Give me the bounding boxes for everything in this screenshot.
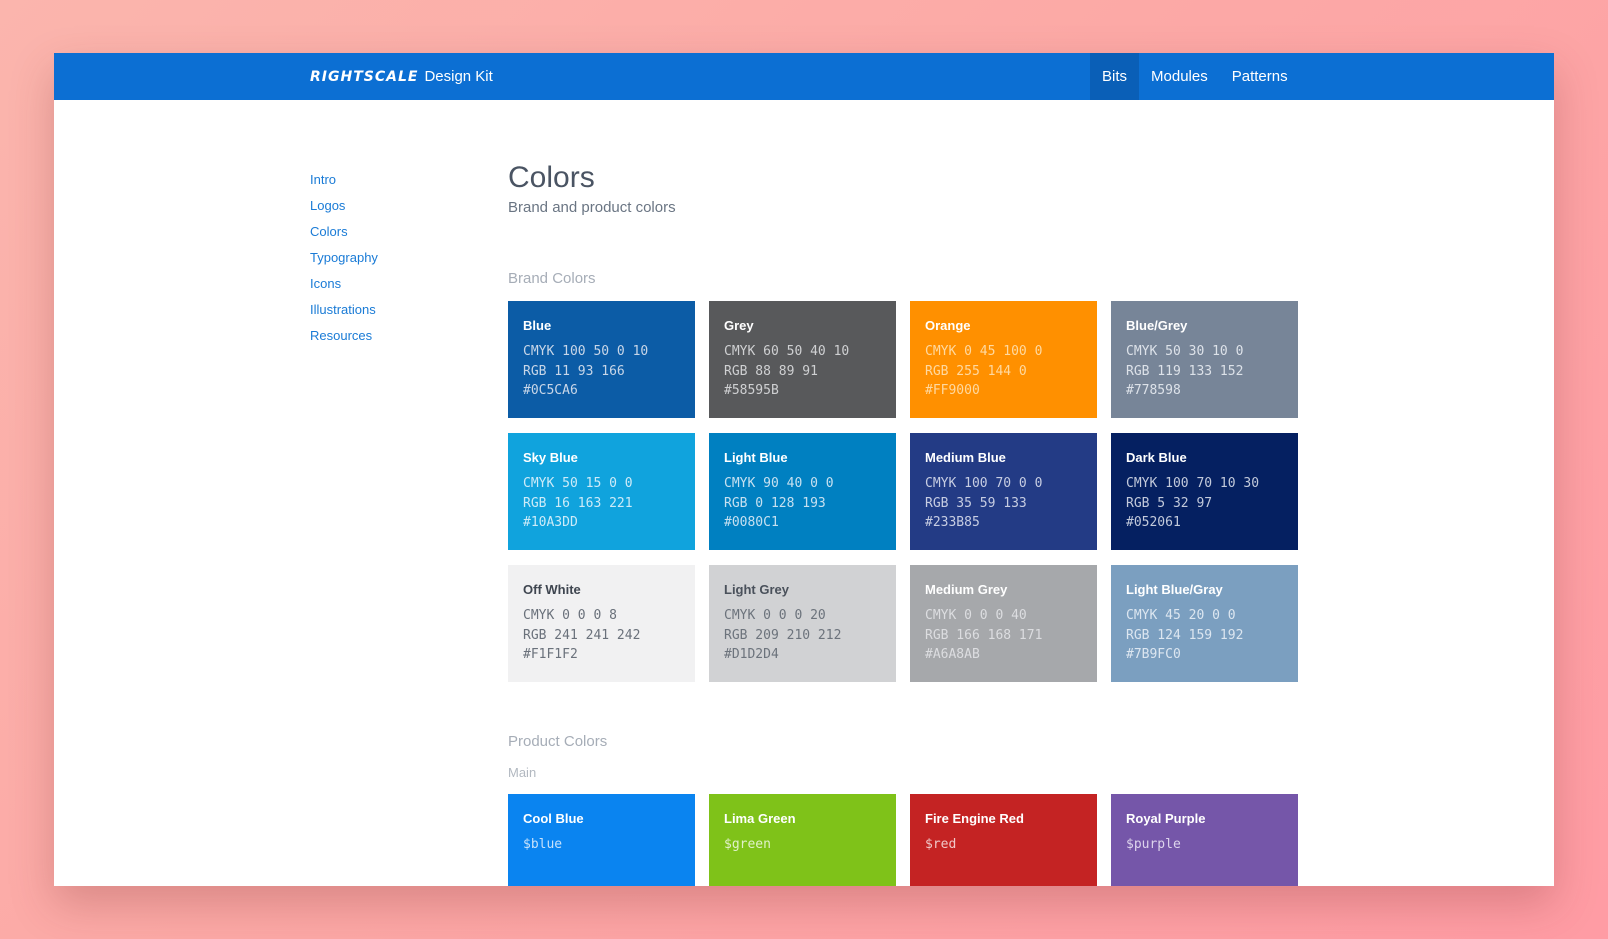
swatch-rgb: RGB 209 210 212 [724, 627, 842, 643]
brand-colors-heading: Brand Colors [508, 270, 596, 287]
sidebar-item-icons[interactable]: Icons [310, 276, 342, 291]
swatch-name: Grey [724, 318, 754, 333]
color-swatch: Light Blue/Gray CMYK 45 20 0 0 RGB 124 159… [1111, 565, 1298, 682]
swatch-hex: #58595B [724, 383, 779, 398]
rightscale-logo: RightScale [310, 68, 419, 85]
color-swatch: Cool Blue $blue [508, 794, 695, 886]
nav-patterns[interactable]: Patterns [1231, 68, 1288, 85]
main-nav: Bits Modules Patterns [1090, 53, 1300, 100]
color-swatch: Dark Blue CMYK 100 70 10 30 RGB 5 32 97 #05… [1111, 433, 1298, 550]
swatch-name: Dark Blue [1126, 450, 1187, 465]
swatch-name: Blue/Grey [1126, 318, 1188, 333]
swatch-rgb: RGB 166 168 171 [925, 627, 1043, 643]
color-swatch: Blue/Grey CMYK 50 30 10 0 RGB 119 133 152 #… [1111, 301, 1298, 418]
swatch-rgb: RGB 241 241 242 [523, 627, 641, 643]
swatch-hex: #A6A8AB [925, 647, 980, 662]
sidebar-item-logos[interactable]: Logos [310, 198, 346, 213]
color-swatch: Sky Blue CMYK 50 15 0 0 RGB 16 163 221 #10A… [508, 433, 695, 550]
color-swatch: Royal Purple $purple [1111, 794, 1298, 886]
swatch-rgb: RGB 35 59 133 [925, 495, 1027, 511]
swatch-cmyk: CMYK 0 0 0 8 [523, 608, 617, 623]
color-swatch: Medium Blue CMYK 100 70 0 0 RGB 35 59 133 #… [910, 433, 1097, 550]
swatch-name: Cool Blue [523, 811, 584, 826]
swatch-name: Off White [523, 582, 581, 597]
nav-modules[interactable]: Modules [1151, 68, 1208, 85]
swatch-hex: #10A3DD [523, 515, 578, 530]
color-swatch: Light Grey CMYK 0 0 0 20 RGB 209 210 212 #D… [709, 565, 896, 682]
swatch-var: $red [925, 837, 957, 852]
swatch-name: Orange [925, 318, 971, 333]
color-swatch: Grey CMYK 60 50 40 10 RGB 88 89 91 #58595B [709, 301, 896, 418]
swatch-name: Lima Green [724, 811, 796, 826]
swatch-rgb: RGB 5 32 97 [1126, 495, 1213, 511]
swatch-hex: #778598 [1126, 383, 1181, 398]
sidebar-item-colors[interactable]: Colors [310, 224, 348, 239]
swatch-name: Blue [523, 318, 552, 333]
swatch-hex: #0C5CA6 [523, 383, 578, 398]
swatch-name: Royal Purple [1126, 811, 1206, 826]
swatch-hex: #052061 [1126, 515, 1181, 530]
swatch-cmyk: CMYK 100 70 0 0 [925, 476, 1043, 491]
swatch-cmyk: CMYK 0 0 0 40 [925, 608, 1027, 623]
swatch-name: Light Grey [724, 582, 790, 597]
page-title: Colors [508, 161, 595, 194]
swatch-hex: #F1F1F2 [523, 647, 578, 662]
color-swatch: Orange CMYK 0 45 100 0 RGB 255 144 0 #FF900… [910, 301, 1097, 418]
nav-bits[interactable]: Bits [1090, 53, 1140, 100]
product-main-subheading: Main [508, 765, 537, 780]
swatch-rgb: RGB 11 93 166 [523, 363, 625, 379]
swatch-cmyk: CMYK 60 50 40 10 [724, 344, 850, 359]
swatch-rgb: RGB 255 144 0 [925, 363, 1027, 379]
swatch-cmyk: CMYK 100 50 0 10 [523, 344, 649, 359]
swatch-hex: #0080C1 [724, 515, 779, 530]
swatch-name: Fire Engine Red [925, 811, 1024, 826]
color-swatch: Lima Green $green [709, 794, 896, 886]
swatch-name: Medium Blue [925, 450, 1006, 465]
sidebar-item-typography[interactable]: Typography [310, 250, 378, 265]
color-swatch: Medium Grey CMYK 0 0 0 40 RGB 166 168 171 #… [910, 565, 1097, 682]
swatch-var: $green [724, 837, 771, 852]
top-navbar: RightScale Design Kit Bits Modules Patte… [54, 53, 1554, 100]
color-swatch: Off White CMYK 0 0 0 8 RGB 241 241 242 #F1F… [508, 565, 695, 682]
swatch-name: Light Blue/Gray [1126, 582, 1223, 597]
swatch-hex: #233B85 [925, 515, 980, 530]
color-swatch: Fire Engine Red $red [910, 794, 1097, 886]
swatch-hex: #7B9FC0 [1126, 647, 1181, 662]
app-window: RightScale Design Kit Bits Modules Patte… [54, 53, 1554, 886]
swatch-cmyk: CMYK 50 30 10 0 [1126, 344, 1244, 359]
swatch-cmyk: CMYK 90 40 0 0 [724, 476, 834, 491]
brand-kit-label: Design Kit [424, 68, 493, 85]
page-subtitle: Brand and product colors [508, 199, 676, 216]
swatch-rgb: RGB 16 163 221 [523, 495, 633, 511]
swatch-cmyk: CMYK 0 0 0 20 [724, 608, 826, 623]
sidebar-item-illustrations[interactable]: Illustrations [310, 302, 376, 317]
color-swatch: Blue CMYK 100 50 0 10 RGB 11 93 166 #0C5CA6 [508, 301, 695, 418]
swatch-rgb: RGB 88 89 91 [724, 363, 818, 379]
color-swatch: Light Blue CMYK 90 40 0 0 RGB 0 128 193 #00… [709, 433, 896, 550]
swatch-rgb: RGB 124 159 192 [1126, 627, 1244, 643]
swatch-hex: #FF9000 [925, 383, 980, 398]
swatch-cmyk: CMYK 45 20 0 0 [1126, 608, 1236, 623]
sidebar-nav: Intro Logos Colors Typography Icons Illu… [310, 170, 378, 352]
product-colors-heading: Product Colors [508, 733, 608, 750]
sidebar-item-resources[interactable]: Resources [310, 328, 373, 343]
swatch-rgb: RGB 119 133 152 [1126, 363, 1244, 379]
sidebar-item-intro[interactable]: Intro [310, 172, 337, 187]
swatch-rgb: RGB 0 128 193 [724, 495, 826, 511]
swatch-name: Sky Blue [523, 450, 578, 465]
swatch-var: $purple [1126, 837, 1181, 852]
swatch-cmyk: CMYK 50 15 0 0 [523, 476, 633, 491]
swatch-cmyk: CMYK 100 70 10 30 [1126, 476, 1260, 491]
swatch-var: $blue [523, 837, 563, 852]
brand[interactable]: RightScale Design Kit [310, 53, 493, 100]
swatch-cmyk: CMYK 0 45 100 0 [925, 344, 1043, 359]
swatch-hex: #D1D2D4 [724, 647, 779, 662]
swatch-name: Light Blue [724, 450, 788, 465]
swatch-name: Medium Grey [925, 582, 1008, 597]
